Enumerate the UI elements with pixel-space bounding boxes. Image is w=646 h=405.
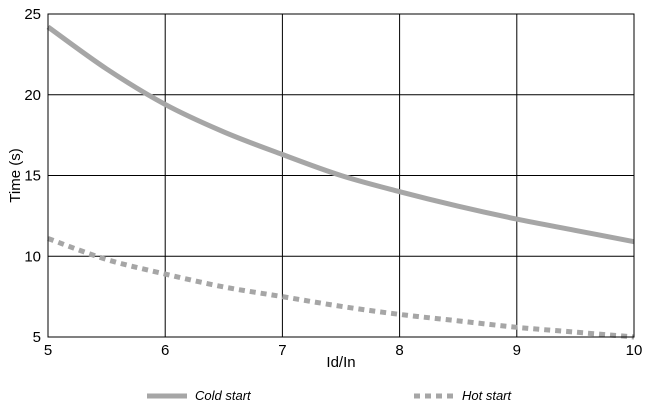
series-lines: [46, 24, 635, 340]
y-tick-label: 20: [24, 87, 41, 104]
plot-area-frame: [47, 13, 635, 338]
y-axis-ticks: 5 10 15 20 25: [24, 6, 41, 346]
x-tick-label: 10: [626, 342, 643, 359]
y-tick-label: 10: [24, 248, 41, 265]
legend-label: Cold start: [195, 388, 252, 403]
x-tick-label: 5: [44, 342, 52, 359]
legend-label: Hot start: [462, 388, 513, 403]
legend: Cold start Hot start: [147, 388, 513, 403]
y-axis-title: Time (s): [7, 148, 24, 202]
x-tick-label: 7: [278, 342, 286, 359]
y-tick-label: 25: [24, 6, 41, 23]
series-line-hot-start: [47, 236, 635, 340]
x-tick-label: 8: [395, 342, 403, 359]
y-tick-label: 5: [33, 329, 41, 346]
x-tick-label: 9: [513, 342, 521, 359]
series-line-cold-start: [46, 24, 635, 245]
x-tick-label: 6: [161, 342, 169, 359]
x-axis-title: Id/In: [326, 354, 355, 371]
y-tick-label: 15: [24, 168, 41, 185]
x-axis-ticks: 5 6 7 8 9 10: [44, 342, 643, 359]
